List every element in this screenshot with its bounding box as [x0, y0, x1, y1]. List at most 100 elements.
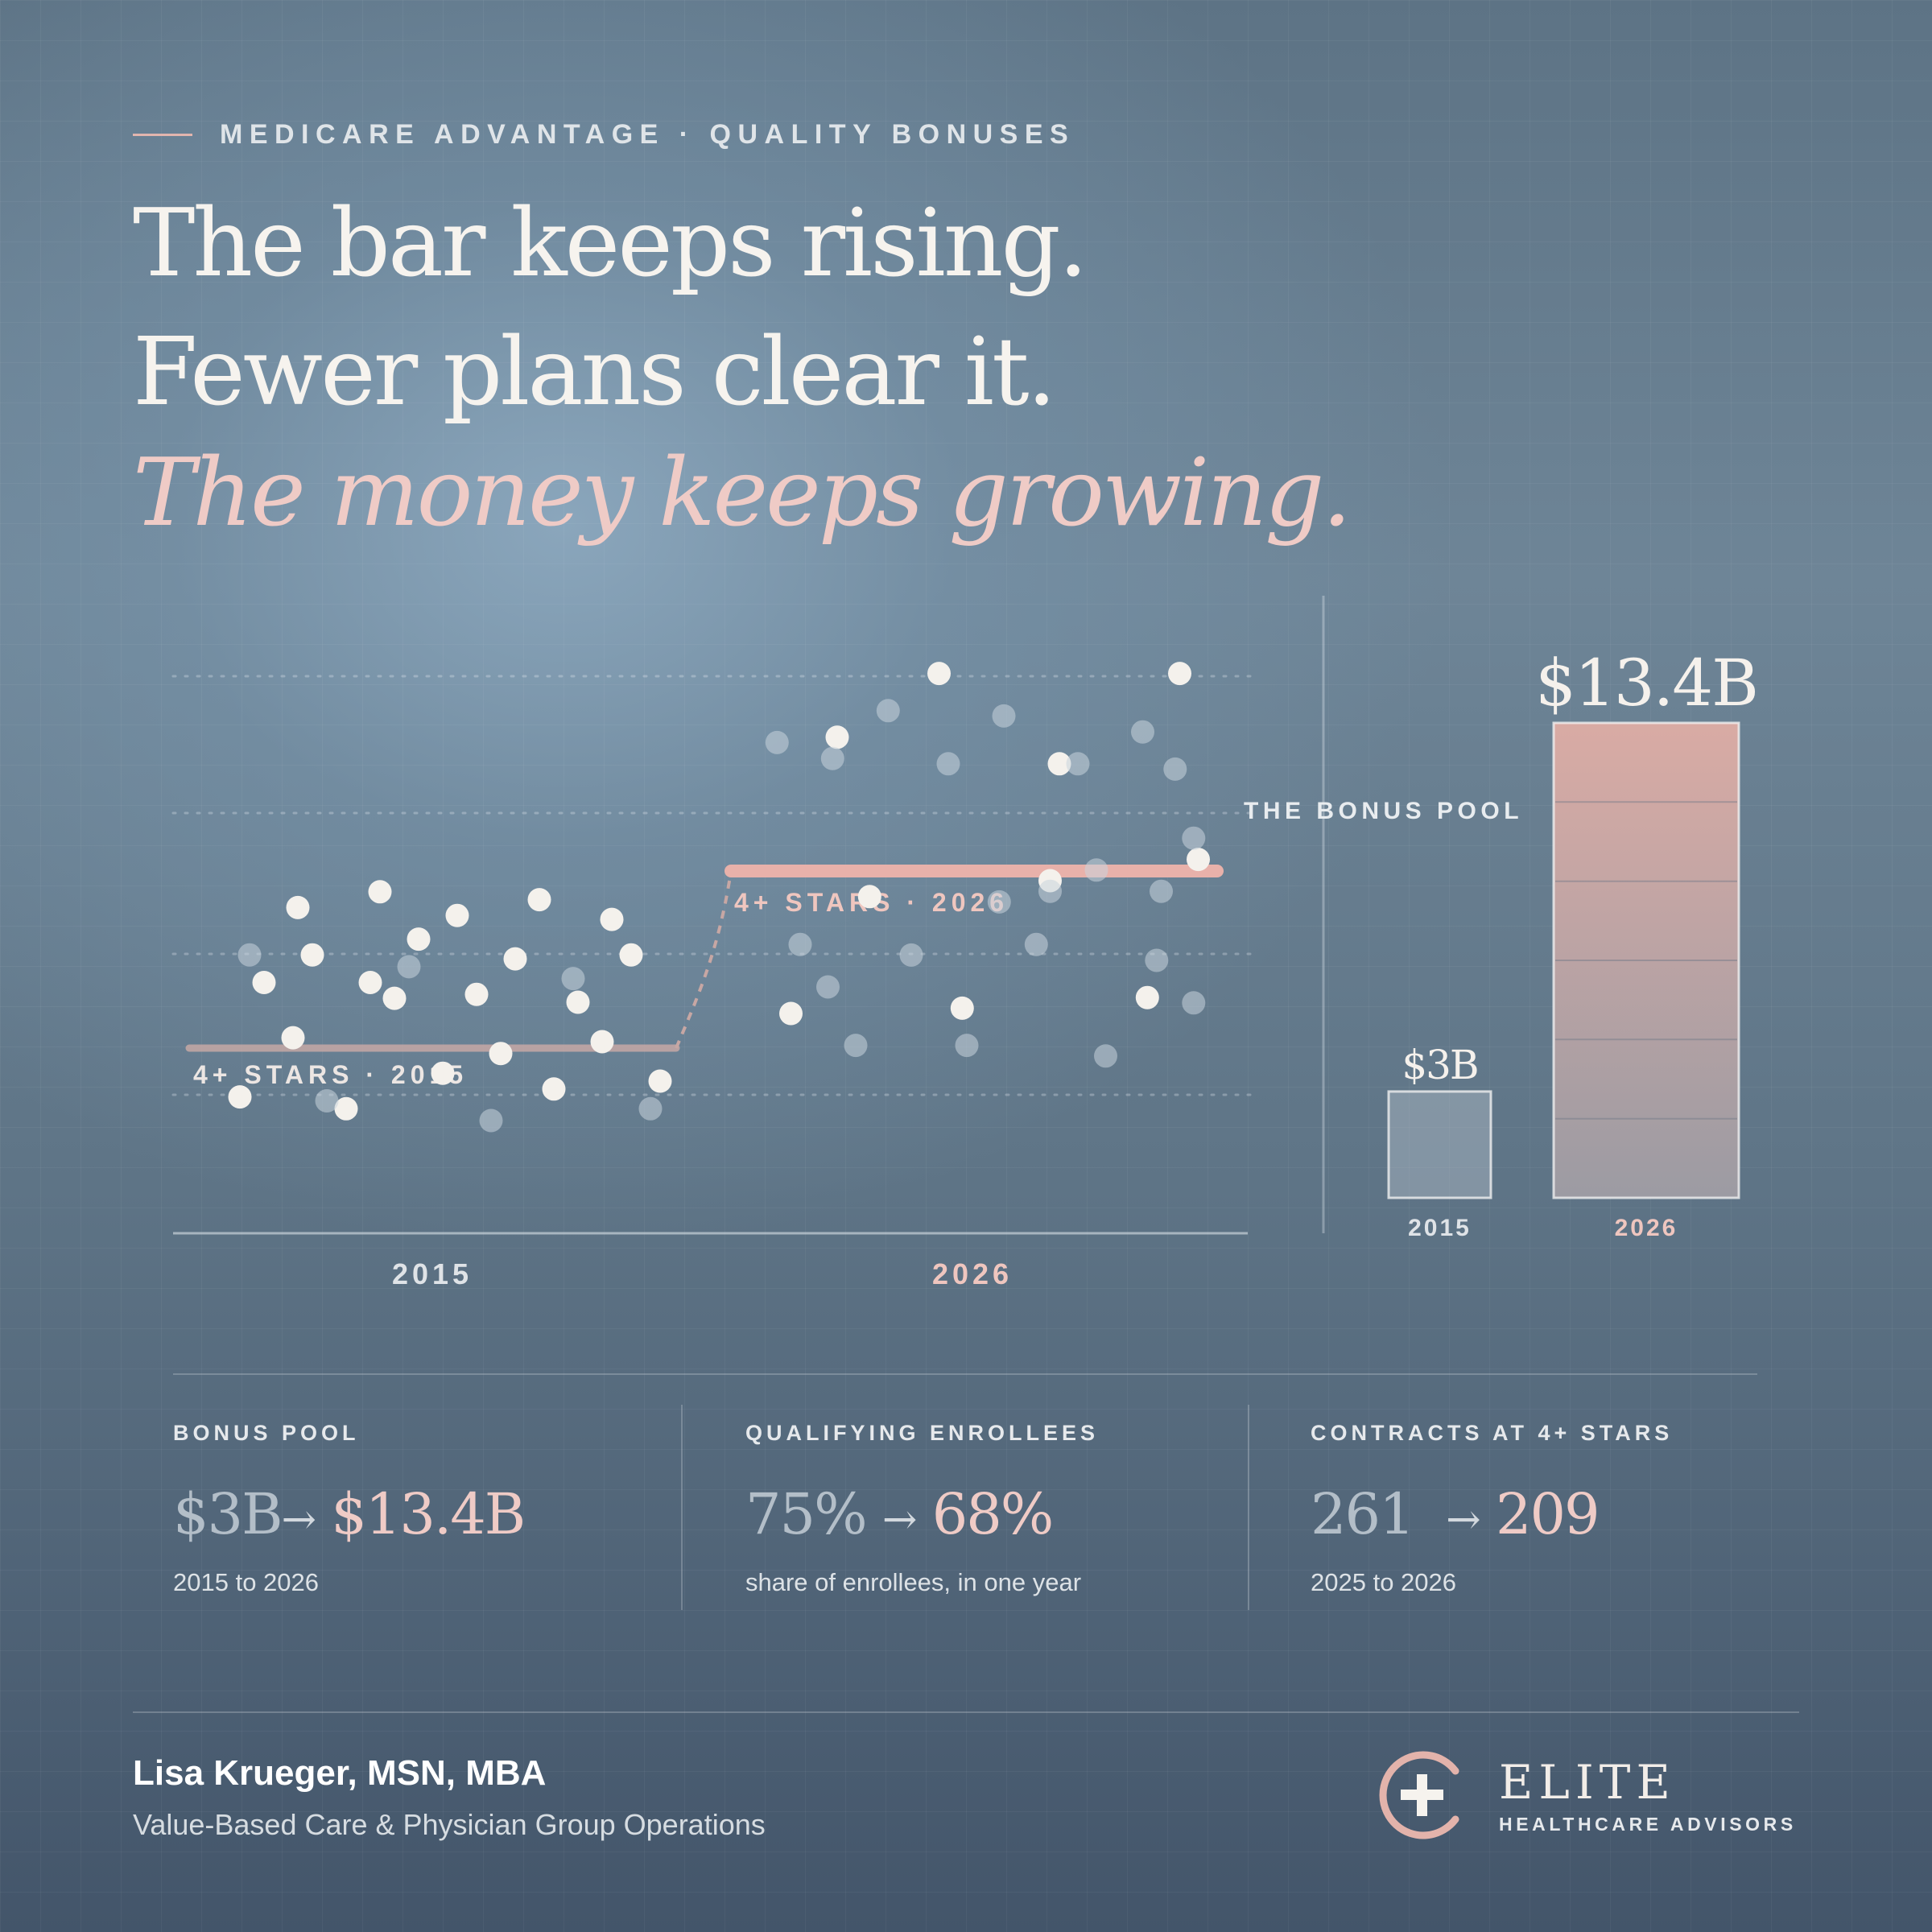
scatter-point-2026 [1187, 848, 1210, 872]
stat-new-value: 209 [1495, 1481, 1600, 1547]
scatter-point-2026 [779, 1001, 803, 1026]
scatter-point-2026-below [955, 1034, 979, 1058]
stat-label-enrollees: QUALIFYING ENROLLEES [745, 1421, 1100, 1445]
bar-chart-title: THE BONUS POOL [1244, 798, 1523, 824]
scatter-point-2026-below [1150, 879, 1173, 903]
scatter-point-2015 [300, 943, 324, 967]
scatter-point-2026 [857, 885, 881, 909]
scatter-point-2015-below [479, 1108, 503, 1133]
headline-line-2: Fewer plans clear it. [133, 318, 1056, 427]
scatter-point-2026-below [876, 699, 900, 723]
plus-circle-icon [1379, 1751, 1459, 1839]
scatter-point-2015 [489, 1042, 513, 1066]
scatter-point-2015 [503, 947, 527, 971]
scatter-point-2015-below [315, 1089, 339, 1113]
stat-value-bonus-pool: $3B→ $13.4B [173, 1481, 526, 1547]
stat-label-contracts: CONTRACTS AT 4+ STARS [1311, 1421, 1674, 1445]
threshold-connector [675, 870, 733, 1049]
logo-subtitle: HEALTHCARE ADVISORS [1499, 1814, 1797, 1835]
arrow-icon: → [281, 1496, 317, 1544]
scatter-point-2026-below [992, 704, 1016, 728]
scatter-point-2015 [431, 1061, 455, 1085]
scatter-point-2026-below [1024, 932, 1048, 956]
scatter-point-2015 [527, 888, 551, 912]
kicker-text: MEDICARE ADVANTAGE · QUALITY BONUSES [220, 119, 1075, 150]
scatter-point-2026-below [1066, 752, 1090, 776]
scatter-point-2015 [286, 895, 310, 919]
scatter-point-2015-below [638, 1096, 663, 1121]
scatter-point-2015 [464, 982, 489, 1006]
scatter-point-2015 [542, 1077, 566, 1101]
scatter-point-2015 [382, 986, 407, 1010]
scatter-point-2015 [281, 1026, 305, 1050]
scatter-point-2026-below [987, 890, 1011, 914]
scatter-point-2026 [1135, 985, 1159, 1009]
scatter-point-2015 [600, 907, 624, 931]
scatter-point-2015 [445, 903, 469, 927]
author-role: Value-Based Care & Physician Group Opera… [133, 1808, 766, 1841]
bar-value-label-2015: $3B [1402, 1042, 1477, 1088]
scatter-point-2026-below [765, 730, 789, 754]
scatter-point-2015 [358, 971, 382, 994]
scatter-point-2015 [368, 880, 392, 904]
scatter-point-2026-below [1145, 948, 1169, 972]
stat-divider [681, 1405, 683, 1610]
scatter-point-2026-below [1084, 858, 1108, 882]
kicker: MEDICARE ADVANTAGE · QUALITY BONUSES [133, 119, 1075, 151]
arrow-icon: → [881, 1496, 918, 1544]
stat-new-value: $13.4B [331, 1481, 526, 1547]
scatter-point-2026-below [844, 1034, 868, 1058]
scatter-point-2026-below [1182, 826, 1206, 850]
stat-value-contracts: 261 → 209 [1311, 1481, 1600, 1547]
scatter-point-2026-below [816, 975, 840, 999]
scatter-point-2026-below [1131, 720, 1154, 744]
stat-old-value: 261 [1311, 1481, 1415, 1547]
bar-2026 [1552, 721, 1740, 1199]
scatter-point-2026-below [788, 932, 812, 956]
scatter-point-2026 [825, 725, 849, 749]
headline-line-3: The money keeps growing. [133, 439, 1352, 547]
scatter-point-2026-below [1182, 991, 1206, 1015]
bar-value-label-2026: $13.4B [1535, 646, 1757, 720]
stat-note-enrollees: share of enrollees, in one year [745, 1568, 1082, 1596]
scatter-point-2015 [252, 971, 276, 994]
logo-name: ELITE [1499, 1755, 1676, 1810]
arrow-icon: → [1446, 1496, 1481, 1544]
scatter-point-2026-below [1094, 1044, 1117, 1068]
bar-2015 [1387, 1090, 1492, 1199]
scatter-point-2015 [566, 990, 590, 1014]
stat-note-bonus-pool: 2015 to 2026 [173, 1568, 320, 1596]
scatter-point-2015 [334, 1096, 358, 1121]
stat-old-value: $3B [173, 1481, 283, 1547]
x-tick-label-2026: 2026 [932, 1257, 1013, 1290]
author-name: Lisa Krueger, MSN, MBA [133, 1753, 547, 1793]
stat-note-contracts: 2025 to 2026 [1311, 1568, 1457, 1596]
scatter-point-2026-below [820, 746, 844, 770]
bar-category-label-2015: 2015 [1408, 1215, 1472, 1241]
bar-category-label-2026: 2026 [1615, 1215, 1678, 1241]
scatter-point-2026-below [1163, 757, 1187, 781]
scatter-point-2026-below [899, 943, 923, 967]
scatter-point-2026 [1168, 662, 1191, 686]
threshold-label-2015: 4+ STARS · 2015 [193, 1060, 468, 1089]
stat-label-bonus-pool: BONUS POOL [173, 1421, 360, 1445]
scatter-point-2015-below [561, 967, 585, 991]
stat-value-enrollees: 75% → 68% [745, 1481, 1055, 1547]
scatter-point-2026 [950, 996, 974, 1020]
scatter-point-2015 [407, 927, 431, 952]
stat-new-value: 68% [931, 1481, 1055, 1547]
scatter-point-2026 [1047, 752, 1071, 776]
scatter-point-2026-below [1038, 879, 1062, 903]
stat-old-value: 75% [745, 1481, 868, 1547]
scatter-point-2015-below [237, 943, 262, 967]
scatter-point-2026-below [936, 752, 960, 776]
footer-rule [133, 1711, 1799, 1713]
scatter-point-2015 [619, 943, 643, 967]
headline-line-1: The bar keeps rising. [133, 189, 1088, 298]
scatter-point-2015-below [397, 955, 421, 979]
scatter-point-2015 [228, 1085, 252, 1109]
stat-divider [1248, 1405, 1249, 1610]
scatter-point-2026 [927, 662, 951, 686]
